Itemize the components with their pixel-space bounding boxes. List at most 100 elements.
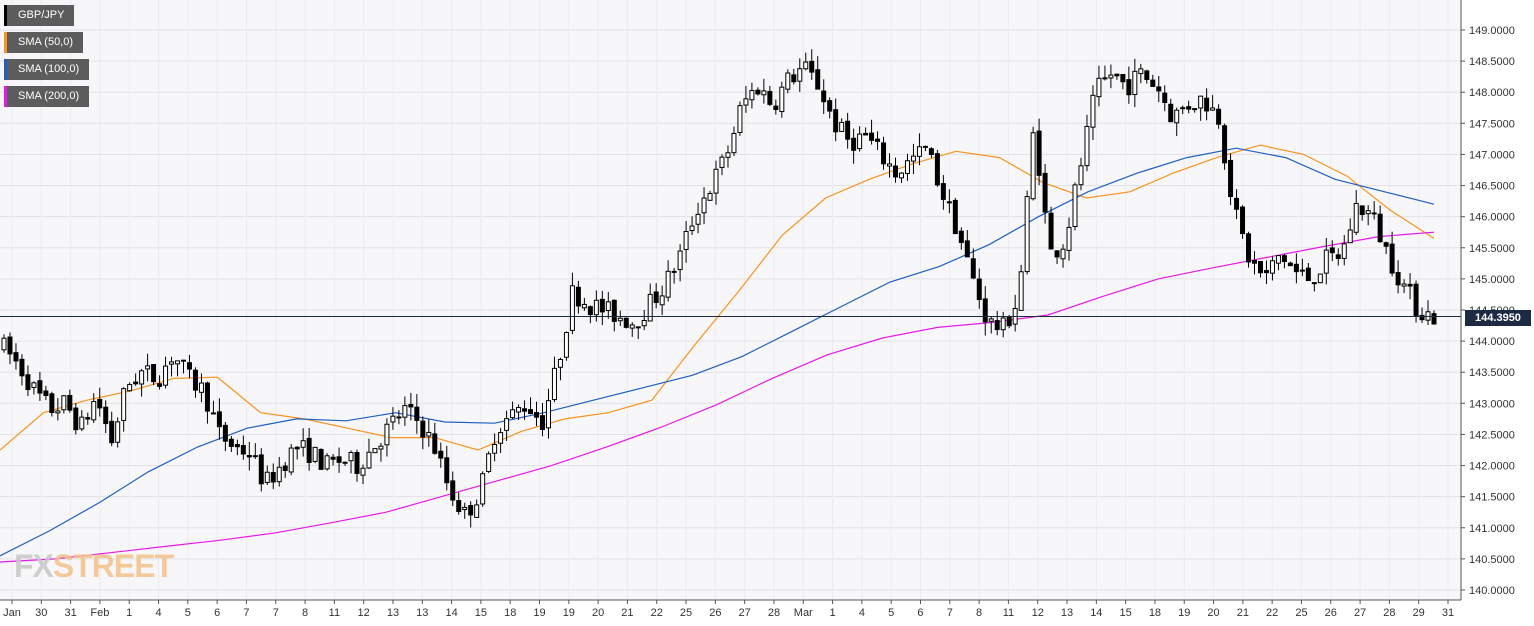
candle-body-up [713, 168, 719, 194]
candle [1006, 314, 1012, 329]
candle-body-up [1401, 283, 1407, 287]
candle-body-up [677, 250, 683, 271]
candle-body-down [1252, 260, 1258, 264]
candle [689, 216, 695, 235]
candle [857, 126, 863, 152]
candle-body-up [749, 90, 755, 101]
candle-body-down [851, 137, 857, 151]
candle [551, 356, 557, 403]
candle-body-up [887, 163, 893, 167]
candle-body-down [869, 132, 875, 141]
candle [887, 153, 893, 178]
candle-body-down [1204, 97, 1210, 112]
candle [1162, 85, 1168, 112]
candle-body-up [175, 360, 181, 365]
candle-body-down [1257, 260, 1263, 274]
legend-item-sma100[interactable]: SMA (100,0) [4, 59, 90, 80]
candle [701, 187, 707, 225]
candle-body-down [982, 298, 988, 323]
candle-body-down [1263, 269, 1269, 274]
candle-body-down [934, 153, 940, 186]
candle [539, 403, 545, 437]
candle-body-up [480, 473, 486, 505]
candle [695, 202, 701, 234]
candle [360, 464, 366, 485]
candle [821, 79, 827, 115]
candle-body-up [426, 431, 432, 437]
candle [462, 502, 468, 519]
candle [133, 373, 139, 386]
y-tick-label: 140.5000 [1469, 554, 1515, 566]
candle-body-down [97, 398, 103, 409]
candle [1257, 260, 1263, 278]
candle-body-up [563, 332, 569, 358]
candle [228, 436, 234, 452]
candle [1024, 190, 1030, 275]
candle-body-up [1347, 229, 1353, 244]
candle [492, 433, 498, 462]
candle [234, 439, 240, 456]
candle [240, 435, 246, 460]
x-tick-label: 11 [1003, 607, 1014, 619]
legend-item-gbpjpy[interactable]: GBP/JPY [4, 5, 75, 26]
candle-body-down [1431, 313, 1437, 325]
candle [1269, 255, 1275, 281]
candle-body-down [1162, 92, 1168, 103]
candle-body-up [1341, 243, 1347, 259]
candle [444, 445, 450, 491]
plot-area [0, 0, 1461, 600]
candle-body-down [833, 109, 839, 133]
candle [55, 398, 61, 421]
candle-body-down [336, 456, 342, 463]
x-tick-label: 26 [709, 607, 721, 619]
candle [1275, 255, 1281, 271]
candle-body-down [228, 438, 234, 447]
candle-body-down [1150, 79, 1156, 87]
candle [940, 175, 946, 210]
candle [1120, 74, 1126, 90]
legend-item-sma50[interactable]: SMA (50,0) [4, 32, 84, 53]
candle-body-up [797, 68, 803, 82]
candle [169, 356, 175, 377]
candle-body-down [611, 299, 617, 322]
candle [216, 398, 222, 440]
candle [43, 385, 49, 401]
candle-body-down [25, 374, 31, 391]
candle-body-up [342, 461, 348, 464]
candle [1216, 104, 1222, 129]
candle [450, 471, 456, 506]
candle-body-up [1132, 70, 1138, 95]
candle [318, 448, 324, 470]
candle [863, 127, 869, 136]
candle [761, 78, 767, 104]
candle-body-down [1120, 74, 1126, 83]
candle [192, 367, 198, 398]
candle [1252, 251, 1258, 275]
candle [976, 268, 982, 309]
candle [641, 309, 647, 331]
candle [677, 244, 683, 282]
candle-body-down [1006, 316, 1012, 327]
candle [623, 317, 629, 329]
candle [581, 297, 587, 311]
candle [749, 82, 755, 109]
candle-body-up [498, 432, 504, 444]
candle-body-up [1078, 165, 1084, 186]
candle-body-up [378, 445, 384, 450]
candle-body-down [180, 359, 186, 362]
x-tick-label: 20 [592, 607, 604, 619]
candle-body-up [683, 231, 689, 250]
x-tick-label: 31 [64, 607, 76, 619]
candle-body-up [1024, 196, 1030, 273]
candle-body-up [761, 90, 767, 96]
candle [563, 331, 569, 361]
candle [348, 450, 354, 474]
candle-body-down [1144, 70, 1150, 80]
legend-item-sma200[interactable]: SMA (200,0) [4, 86, 90, 107]
candle-body-down [330, 456, 336, 460]
candle-body-up [198, 382, 204, 393]
candle-body-up [743, 98, 749, 106]
candle [605, 292, 611, 319]
fxstreet-logo: FXSTREET [14, 548, 174, 585]
